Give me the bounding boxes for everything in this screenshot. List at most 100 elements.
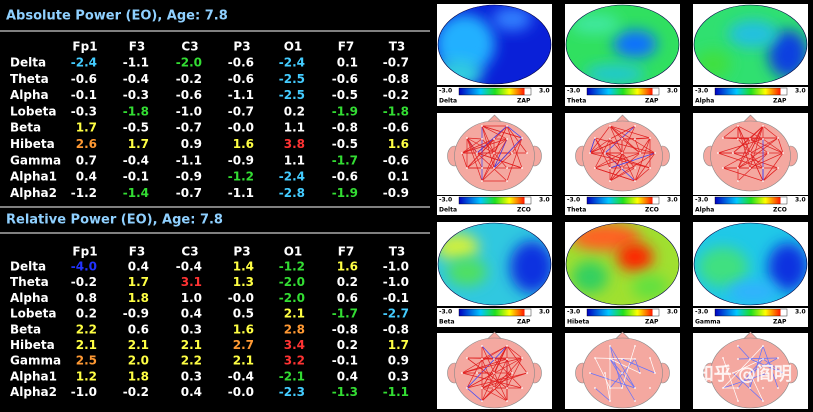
cell: -2.0 xyxy=(279,291,305,305)
electrode xyxy=(594,167,596,169)
cell: 2.6 xyxy=(76,137,97,151)
unit: ZAP xyxy=(645,319,659,326)
connection xyxy=(594,137,606,154)
cell: -0.9 xyxy=(123,307,149,321)
cell: 2.1 xyxy=(128,338,149,352)
electrode xyxy=(526,372,528,374)
electrode xyxy=(461,152,463,154)
connection xyxy=(722,372,769,389)
electrode xyxy=(461,372,463,374)
cell: 0.3 xyxy=(181,322,202,336)
unit: ZCO xyxy=(645,207,659,214)
scale-min: -3.0 xyxy=(439,197,452,204)
cell: 1.1 xyxy=(284,153,305,167)
electrode xyxy=(737,167,739,169)
cell: -0.1 xyxy=(123,170,149,184)
cell: -2.7 xyxy=(383,307,409,321)
connection xyxy=(481,345,495,360)
cell: 1.8 xyxy=(128,369,149,383)
electrode xyxy=(762,180,764,182)
connection xyxy=(621,152,641,169)
connection xyxy=(493,138,508,169)
electrode xyxy=(639,372,641,374)
row-label: Beta xyxy=(10,322,41,336)
cell: -0.0 xyxy=(228,385,254,399)
connection xyxy=(639,137,651,154)
cell: 3.4 xyxy=(284,338,305,352)
connection xyxy=(762,138,784,154)
connection xyxy=(649,357,656,374)
topomap xyxy=(566,5,679,84)
cell: -0.4 xyxy=(176,260,202,274)
electrode xyxy=(609,167,611,169)
cell: 0.1 xyxy=(388,170,409,184)
connection xyxy=(493,358,523,389)
connection xyxy=(609,167,623,182)
topo-blob xyxy=(438,14,495,74)
cell: 1.6 xyxy=(337,260,358,274)
electrode xyxy=(476,372,478,374)
cell: -2.0 xyxy=(176,56,202,70)
cell: 1.7 xyxy=(388,338,409,352)
unit: ZAP xyxy=(517,319,531,326)
cell: 2.2 xyxy=(181,354,202,368)
connection xyxy=(466,137,478,154)
electrode xyxy=(476,152,478,154)
electrode xyxy=(777,137,779,139)
connection xyxy=(466,138,508,169)
cell: -0.7 xyxy=(176,186,202,200)
electrode xyxy=(717,152,719,154)
connection xyxy=(609,125,623,154)
cell: -0.1 xyxy=(71,88,97,102)
electrode xyxy=(506,400,508,402)
connection xyxy=(737,345,751,360)
electrode xyxy=(749,358,751,360)
connection xyxy=(609,358,641,374)
electrode xyxy=(481,358,483,360)
electrode xyxy=(481,345,483,347)
electrode xyxy=(782,152,784,154)
connection xyxy=(604,152,651,169)
connection xyxy=(493,125,508,154)
row-label: Alpha xyxy=(10,291,49,305)
connection xyxy=(461,345,508,374)
connection xyxy=(737,372,751,389)
colorbar xyxy=(586,308,660,317)
column-header: C3 xyxy=(181,245,198,259)
head xyxy=(710,120,791,192)
connection xyxy=(722,345,764,389)
connection xyxy=(609,152,656,169)
connection xyxy=(481,138,508,182)
connection xyxy=(493,137,523,169)
cell: -1.4 xyxy=(123,186,149,200)
electrode xyxy=(604,372,606,374)
cell: -0.2 xyxy=(71,275,97,289)
electrode xyxy=(621,387,623,389)
electrode xyxy=(762,387,764,389)
cell: 0.2 xyxy=(337,338,358,352)
electrode xyxy=(493,372,495,374)
cell: -2.1 xyxy=(279,369,305,383)
head-outline xyxy=(437,222,552,306)
connection xyxy=(749,152,784,169)
electrode xyxy=(621,358,623,360)
electrode xyxy=(481,180,483,182)
scale-max: 3.0 xyxy=(539,197,550,204)
cell: -1.8 xyxy=(123,104,149,118)
electrode xyxy=(634,387,636,389)
electrode xyxy=(737,138,739,140)
cell: -1.3 xyxy=(332,385,358,399)
band-label: Delta xyxy=(439,98,457,105)
colorbar xyxy=(586,196,660,205)
scale-min: -3.0 xyxy=(695,309,708,316)
electrode xyxy=(749,387,751,389)
electrode xyxy=(466,167,468,169)
cell: -0.6 xyxy=(332,170,358,184)
topo-blob xyxy=(632,275,668,299)
connection xyxy=(589,372,636,389)
head xyxy=(454,120,535,192)
cell: 1.6 xyxy=(388,137,409,151)
electrode xyxy=(777,167,779,169)
scale-max: 3.0 xyxy=(539,88,550,95)
scale-min: -3.0 xyxy=(567,309,580,316)
